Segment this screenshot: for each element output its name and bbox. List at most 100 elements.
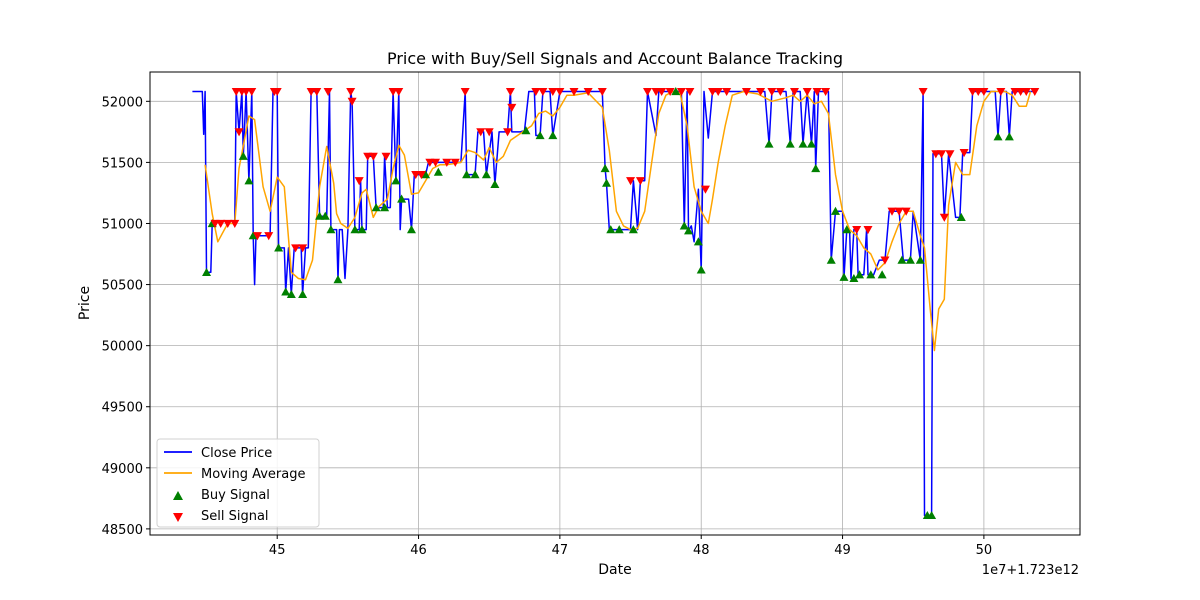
sell-signal-marker [996,87,1006,97]
sell-signal-marker [223,219,233,228]
x-tick-label: 49 [834,543,851,558]
buy-signal-marker [679,221,689,230]
x-tick-label: 46 [410,543,427,558]
sell-signal-marker [979,87,989,97]
buy-signal-marker [866,270,876,279]
buy-signal-marker [915,255,925,264]
sell-signal-marker [484,128,494,137]
sell-signal-marker [388,87,398,97]
legend-label: Buy Signal [201,488,270,503]
buy-signal-marker [286,289,296,298]
sell-signal-marker [700,185,710,194]
buy-signal-marker [244,176,254,185]
buy-signal-marker [470,170,480,179]
sell-signal-marker [231,87,241,97]
sell-signal-marker [555,87,565,97]
sell-signal-marker [241,87,251,97]
sell-signal-marker [821,87,831,97]
buy-signal-marker [391,176,401,185]
legend: Close Price Moving Average Buy Signal Sell … [156,438,320,528]
sell-signal-marker [476,128,486,137]
buy-signal-marker [927,510,937,520]
sell-signal-marker [450,158,460,167]
sell-signal-marker [1021,87,1031,97]
buy-signal-marker [357,225,367,234]
sell-signal-marker [312,87,322,97]
sell-signal-marker [1010,87,1020,97]
sell-signal-marker [363,152,373,161]
sell-signal-marker [880,256,890,265]
sell-signal-marker [939,213,949,222]
buy-signal-marker [956,212,966,221]
x-tick-label: 48 [693,543,710,558]
buy-signal-marker [877,270,887,279]
legend-swatch [173,491,183,500]
buy-signal-marker [905,255,915,264]
sell-signal-marker [425,158,435,167]
sell-signal-marker [852,225,862,235]
y-tick-label: 50500 [102,279,143,294]
buy-signal-marker [764,139,774,148]
buy-signal-marker [826,255,836,264]
sell-signal-marker [1030,87,1040,97]
buy-signal-marker [462,170,472,179]
sell-signal-marker [368,152,378,161]
y-tick-label: 49500 [102,401,143,416]
sell-signal-marker [722,87,732,97]
sell-signal-marker [460,87,470,97]
sell-signal-marker [505,87,515,97]
sell-signal-marker [756,87,766,97]
plot-frame [149,71,1081,536]
buy-signal-marker [202,267,212,276]
buy-signal-marker [490,179,500,188]
sell-signal-marker [1016,87,1026,97]
sell-signal-marker [291,244,301,253]
sell-signal-marker [789,87,799,97]
y-tick-label: 49000 [102,462,143,477]
buy-signal-marker [600,164,610,173]
sell-signal-marker [216,219,226,228]
sell-signal-marker [583,87,593,97]
sell-signal-marker [651,87,661,97]
sell-signal-marker [597,87,607,97]
chart-title: Price with Buy/Sell Signals and Account … [387,49,843,68]
sell-signal-marker [936,150,946,159]
sell-signal-marker [234,128,244,137]
buy-signal-marker [806,139,816,148]
sell-signal-marker [230,219,240,228]
buy-signal-marker [683,226,693,235]
buy-signal-marker [521,126,531,135]
sell-signal-marker [354,177,364,186]
buy-signal-marker [320,211,330,220]
sell-signal-marker [863,225,873,235]
sell-signal-marker [931,150,941,159]
sell-signal-marker [812,87,822,97]
sell-signal-marker [503,128,513,137]
sell-signal-marker [685,87,695,97]
sell-signal-marker [548,87,558,97]
buy-signal-marker [548,131,558,140]
sell-signal-marker [775,87,785,97]
axis-ticks: 45 46 47 48 49 50 48500 49000 49500 50000 50500 510… [102,95,993,558]
buy-signal-marker [849,273,859,283]
buy-signal-marker [421,170,431,179]
sell-signal-marker [306,87,316,97]
legend-box [156,438,320,528]
buy-signal-marker [798,139,808,148]
sell-signal-marker [713,87,723,97]
sell-signal-marker [894,207,904,216]
sell-signal-marker [918,87,928,97]
sell-signal-marker [802,87,812,97]
y-axis-label: Price [77,286,93,320]
sell-signal-marker [347,97,357,106]
buy-signal-marker [238,151,248,160]
buy-signal-marker [671,87,681,96]
sell-signal-marker [973,87,983,97]
buy-signal-marker [350,225,360,234]
buy-signal-marker [855,270,865,279]
buy-signal-marker [614,225,624,234]
buy-signal-marker [785,139,795,148]
sell-signal-marker [298,244,308,253]
sell-signal-marker [968,87,978,97]
sell-signal-marker [626,177,636,186]
